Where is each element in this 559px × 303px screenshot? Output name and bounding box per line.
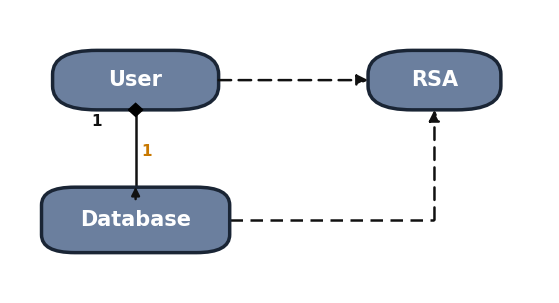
Text: 1: 1 <box>141 144 152 159</box>
FancyBboxPatch shape <box>368 50 501 110</box>
Polygon shape <box>129 103 143 116</box>
Text: User: User <box>108 70 163 90</box>
Text: RSA: RSA <box>411 70 458 90</box>
Text: Database: Database <box>80 210 191 230</box>
FancyBboxPatch shape <box>41 187 230 253</box>
FancyBboxPatch shape <box>53 50 219 110</box>
Text: 1: 1 <box>92 114 102 129</box>
